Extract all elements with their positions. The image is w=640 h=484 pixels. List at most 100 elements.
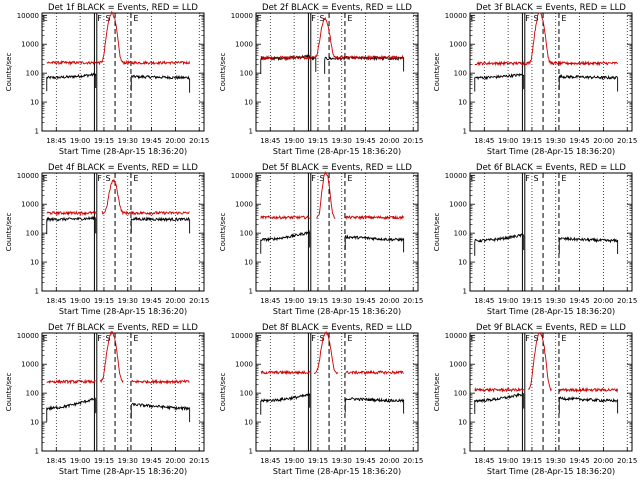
x-tick-label: 19:30 [546,457,566,465]
x-tick-label: 18:45 [260,457,280,465]
y-tick-label: 1000 [449,41,467,49]
marker-label: F [311,334,316,343]
y-tick-label: 1 [249,288,253,296]
x-tick-label: 19:15 [94,137,114,145]
lld-series-line [46,10,191,66]
x-tick-label: 19:00 [284,137,304,145]
events-series-line [131,402,190,412]
marker-label: S [534,174,539,183]
marker-label: S [534,334,539,343]
lld-series-line [474,12,618,67]
y-tick-label: 1000 [21,41,39,49]
x-tick-label: 20:15 [403,297,423,305]
marker-label: F [525,174,530,183]
x-tick-label: 19:00 [498,137,518,145]
panel-p1: Det 1f BLACK = Events, RED = LLD Counts/s… [5,3,209,156]
panel-p3: Det 3f BLACK = Events, RED = LLD Counts/s… [433,3,637,156]
x-tick-label: 19:15 [308,137,328,145]
y-tick-label: 1000 [449,361,467,369]
x-tick-label: 20:00 [379,137,399,145]
plot-frame [469,332,633,452]
plot-frame [255,172,419,292]
events-series-line [558,236,619,244]
x-tick-label: 19:45 [141,137,161,145]
y-tick-label: 1 [463,128,467,136]
x-tick-label: 19:45 [355,457,375,465]
panel-title: Det 2f BLACK = Events, RED = LLD [262,3,412,13]
y-tick-label: 10 [244,99,253,107]
x-tick-label: 18:45 [474,297,494,305]
lld-series-line [101,178,190,216]
y-tick-label: 10000 [231,12,253,20]
y-tick-label: 1000 [449,201,467,209]
marker-label: E [561,334,566,343]
y-tick-label: 1 [35,448,39,456]
x-tick-label: 19:00 [498,297,518,305]
panel-p9: Det 9f BLACK = Events, RED = LLD Counts/s… [433,323,637,476]
marker-label: E [43,14,48,23]
x-axis-label: Start Time (28-Apr-15 18:36:20) [273,467,401,476]
events-series-line [558,396,619,403]
marker-label: E [133,174,138,183]
events-series-line [130,74,190,80]
x-tick-label: 19:45 [569,457,589,465]
marker-label: F [97,334,102,343]
marker-label: E [347,174,352,183]
marker-label: E [471,334,476,343]
x-tick-label: 20:15 [189,457,209,465]
y-tick-label: 10000 [445,12,467,20]
y-tick-label: 10000 [445,332,467,340]
marker-label: E [43,334,48,343]
x-tick-label: 19:15 [522,137,542,145]
y-tick-label: 100 [240,70,253,78]
events-series-line [324,55,405,62]
y-tick-label: 100 [26,70,39,78]
lld-series-line [344,214,405,221]
x-tick-label: 20:00 [593,297,613,305]
lld-series-line [260,16,405,61]
y-tick-label: 1000 [21,201,39,209]
events-series-line [474,72,524,81]
y-axis-label: Counts/sec [5,53,13,92]
marker-label: E [257,174,262,183]
y-tick-label: 100 [26,230,39,238]
x-axis-label: Start Time (28-Apr-15 18:36:20) [487,147,615,156]
y-tick-label: 10000 [231,172,253,180]
events-series-line [474,233,525,243]
x-tick-label: 19:45 [141,297,161,305]
panel-title: Det 9f BLACK = Events, RED = LLD [476,323,626,333]
x-tick-label: 19:30 [332,457,352,465]
x-tick-label: 20:00 [379,297,399,305]
y-tick-label: 1 [249,448,253,456]
x-tick-label: 19:30 [118,137,138,145]
x-tick-label: 20:00 [593,137,613,145]
lld-series-line [316,170,336,219]
lld-series-line [345,369,404,375]
panel-title: Det 1f BLACK = Events, RED = LLD [48,3,198,13]
x-tick-label: 19:30 [546,137,566,145]
y-tick-label: 100 [240,390,253,398]
y-tick-label: 1000 [21,361,39,369]
x-tick-label: 19:00 [284,297,304,305]
y-tick-label: 10000 [445,172,467,180]
lld-series-line [313,331,338,375]
panel-p2: Det 2f BLACK = Events, RED = LLD Counts/s… [219,3,423,156]
y-axis-label: Counts/sec [433,53,441,92]
x-tick-label: 19:15 [308,297,328,305]
lld-series-line [527,331,552,392]
x-tick-label: 19:00 [70,457,90,465]
y-tick-label: 10 [30,99,39,107]
y-tick-label: 100 [240,230,253,238]
panel-title: Det 6f BLACK = Events, RED = LLD [476,163,626,173]
marker-label: F [311,14,316,23]
marker-label: E [561,14,566,23]
y-tick-label: 1 [463,288,467,296]
y-tick-label: 10 [244,259,253,267]
x-tick-label: 19:30 [118,457,138,465]
events-series-line [46,396,97,411]
x-tick-label: 19:30 [118,297,138,305]
x-tick-label: 20:15 [617,297,637,305]
lld-series-line [558,386,619,394]
marker-label: S [320,334,325,343]
